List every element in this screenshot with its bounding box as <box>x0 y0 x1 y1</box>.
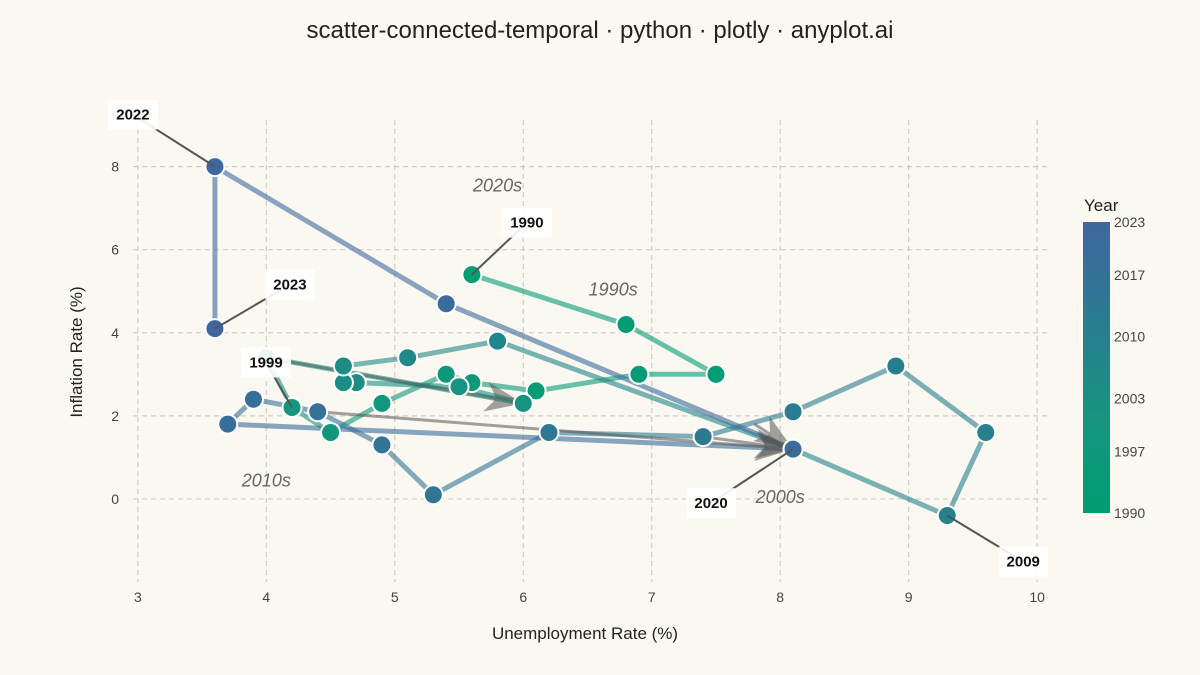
decade-label-2000s: 2000s <box>755 487 805 507</box>
colorbar-title: Year <box>1084 196 1119 215</box>
segment-2010-2011 <box>893 363 989 435</box>
year-annotation-2009: 2009 <box>946 514 1049 577</box>
point-1993 <box>628 363 650 385</box>
year-annotation-2020: 2020 <box>686 448 794 519</box>
point-1994 <box>525 380 547 402</box>
point-1998 <box>320 421 342 443</box>
y-tick-label-4: 4 <box>111 325 119 341</box>
point-2011 <box>885 355 907 377</box>
segment-2005-2006 <box>340 355 411 369</box>
y-tick-label-0: 0 <box>111 491 119 507</box>
segment-1994-1995 <box>469 380 539 394</box>
arrow-shaft-3 <box>753 422 771 436</box>
x-tick-label-3: 3 <box>134 589 142 605</box>
x-tick-label-4: 4 <box>262 589 270 605</box>
decade-label-2010s: 2010s <box>241 470 291 490</box>
annotation-label-2009: 2009 <box>1007 554 1040 571</box>
point-2019 <box>217 413 239 435</box>
y-axis-title: Inflation Rate (%) <box>67 286 86 417</box>
chart-title: scatter-connected-temporal · python · pl… <box>307 17 894 44</box>
colorbar-tick-2003: 2003 <box>1114 390 1145 406</box>
y-tick-label-2: 2 <box>111 408 119 424</box>
year-annotation-2022: 2022 <box>107 99 216 168</box>
x-tick-label-6: 6 <box>519 589 527 605</box>
year-annotation-1990: 1990 <box>471 207 552 276</box>
x-tick-label-5: 5 <box>391 589 399 605</box>
annotation-label-1990: 1990 <box>510 215 543 232</box>
segment-1991-1992 <box>623 321 719 377</box>
point-2001 <box>512 392 534 414</box>
decade-label-1990s: 1990s <box>589 279 638 299</box>
x-tick-label-10: 10 <box>1029 589 1045 605</box>
point-2006 <box>397 347 419 369</box>
point-2018 <box>242 388 264 410</box>
colorbar-tick-2017: 2017 <box>1114 267 1145 283</box>
segment-2015-2016 <box>379 442 436 498</box>
segment-2008-2009 <box>790 446 950 519</box>
point-2005 <box>332 355 354 377</box>
x-axis-ticks: 3 4 5 6 7 8 9 10 <box>134 589 1045 605</box>
annotation-label-2022: 2022 <box>116 107 149 124</box>
decade-label-2020s: 2020s <box>472 176 522 196</box>
point-2007 <box>487 330 509 352</box>
point-1991 <box>615 313 637 335</box>
annotation-label-2020: 2020 <box>694 495 727 512</box>
x-tick-label-9: 9 <box>905 589 913 605</box>
colorbar-ticks: 1990 1997 2003 2010 2017 2023 <box>1114 214 1145 521</box>
segment-2020-2021 <box>443 301 796 452</box>
segment-1996-1997 <box>379 371 449 406</box>
segment-2014-2015 <box>430 429 552 498</box>
connecting-lines <box>212 164 989 519</box>
x-tick-label-8: 8 <box>776 589 784 605</box>
annotation-label-1999: 1999 <box>249 355 282 372</box>
colorbar: Year 1990 1997 2003 2010 2017 2023 <box>1083 196 1145 521</box>
colorbar-tick-1997: 1997 <box>1114 443 1145 459</box>
arrow-head-3 <box>753 415 794 450</box>
decade-labels: 1990s 2000s 2010s 2020s <box>241 176 805 508</box>
point-2021 <box>435 293 457 315</box>
point-2014 <box>538 421 560 443</box>
point-2017 <box>307 401 329 423</box>
y-tick-label-8: 8 <box>111 159 119 175</box>
colorbar-tick-2010: 2010 <box>1114 329 1145 345</box>
point-2010 <box>975 421 997 443</box>
y-tick-label-6: 6 <box>111 242 119 258</box>
point-2002 <box>448 376 470 398</box>
segment-2012-2013 <box>700 409 796 440</box>
point-2015 <box>422 484 444 506</box>
data-points <box>204 156 997 527</box>
annotation-box-2022 <box>107 99 158 130</box>
point-1996 <box>435 363 457 385</box>
colorbar-tick-2023: 2023 <box>1114 214 1145 230</box>
segment-2006-2007 <box>405 338 501 361</box>
point-1997 <box>371 392 393 414</box>
segment-2009-2010 <box>944 429 989 519</box>
annotation-label-2023: 2023 <box>273 277 306 294</box>
year-annotations: 1990 1999 2009 2020 2022 2023 <box>107 99 1049 577</box>
annotation-box-2020 <box>686 488 737 519</box>
segment-2021-2022 <box>212 164 449 307</box>
colorbar-tick-1990: 1990 <box>1114 505 1145 521</box>
annotation-box-1990 <box>501 207 552 238</box>
colorbar-gradient <box>1083 222 1110 513</box>
segment-2011-2012 <box>790 363 899 415</box>
arrow-shaft-2 <box>702 435 767 447</box>
annotation-box-2023 <box>264 269 315 300</box>
year-annotation-1999: 1999 <box>241 347 293 409</box>
y-axis-ticks: 0 2 4 6 8 <box>111 159 119 507</box>
segment-1990-1991 <box>469 272 629 327</box>
annotation-box-1999 <box>241 347 292 378</box>
year-annotation-2023: 2023 <box>214 269 315 330</box>
annotation-box-2009 <box>998 546 1049 577</box>
x-tick-label-7: 7 <box>648 589 656 605</box>
point-2012 <box>782 401 804 423</box>
point-1992 <box>705 363 727 385</box>
point-2013 <box>692 426 714 448</box>
segment-2002-2003 <box>353 380 462 390</box>
point-2016 <box>371 434 393 456</box>
x-axis-title: Unemployment Rate (%) <box>492 624 678 643</box>
